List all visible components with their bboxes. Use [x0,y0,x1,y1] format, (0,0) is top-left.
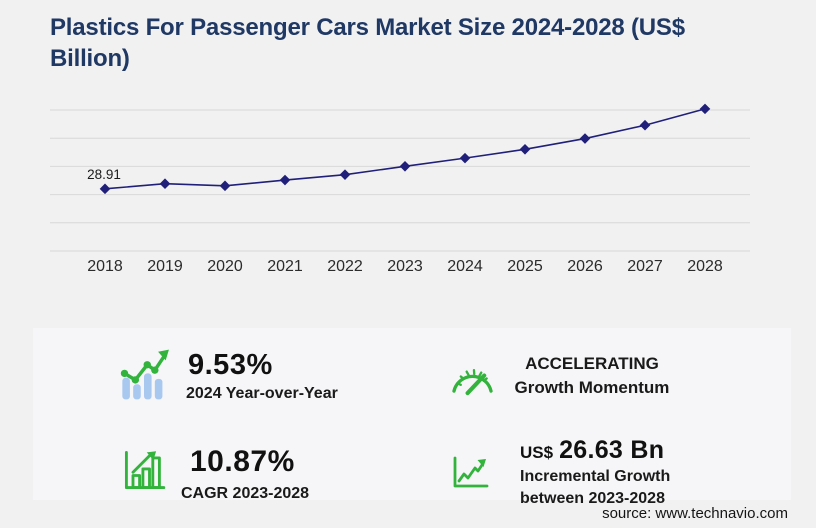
cagr-label: CAGR 2023-2028 [181,485,310,502]
x-axis-tick-2028: 2028 [687,258,723,275]
momentum-line-2: Growth Momentum [514,378,670,397]
cagr-value: 10.87% [190,445,295,478]
momentum-line-1: ACCELERATING [525,354,659,373]
page-title-line-2: Billion) [50,45,130,72]
incremental-amount: 26.63 Bn [559,436,665,464]
bar-chart-growth-icon [124,450,166,490]
yoy-value: 9.53% [188,349,273,381]
speedometer-icon [452,368,493,396]
page-title: Plastics For Passenger Cars Market Size … [50,12,770,74]
line-chart-up-icon [453,456,489,488]
incremental-label-line-2: between 2023-2028 [520,490,665,507]
bar-chart-trend-icon [120,349,169,400]
x-axis-tick-2021: 2021 [267,258,303,275]
source-attribution: source: www.technavio.com [602,505,788,522]
incremental-currency-prefix: US$ [520,443,554,462]
x-axis-tick-2022: 2022 [327,258,363,275]
x-axis-tick-2024: 2024 [447,258,483,275]
x-axis-tick-2020: 2020 [207,258,243,275]
x-axis-tick-2019: 2019 [147,258,183,275]
yoy-label: 2024 Year-over-Year [186,385,338,402]
incremental-value: US$ 26.63 Bn [520,436,664,465]
market-size-line-chart: 2018 2019 2020 2021 2022 2023 2024 2025 2026 2027… [50,103,750,275]
x-axis-tick-2025: 2025 [507,258,543,275]
momentum-text: ACCELERATING Growth Momentum [497,352,687,400]
x-axis-tick-2027: 2027 [627,258,663,275]
page-title-line-1: Plastics For Passenger Cars Market Size … [50,14,685,41]
data-point-label: 28.91 [87,167,121,182]
x-axis-tick-2026: 2026 [567,258,603,275]
x-axis-tick-2023: 2023 [387,258,423,275]
x-axis-tick-2018: 2018 [87,258,123,275]
incremental-label-line-1: Incremental Growth [520,468,671,485]
